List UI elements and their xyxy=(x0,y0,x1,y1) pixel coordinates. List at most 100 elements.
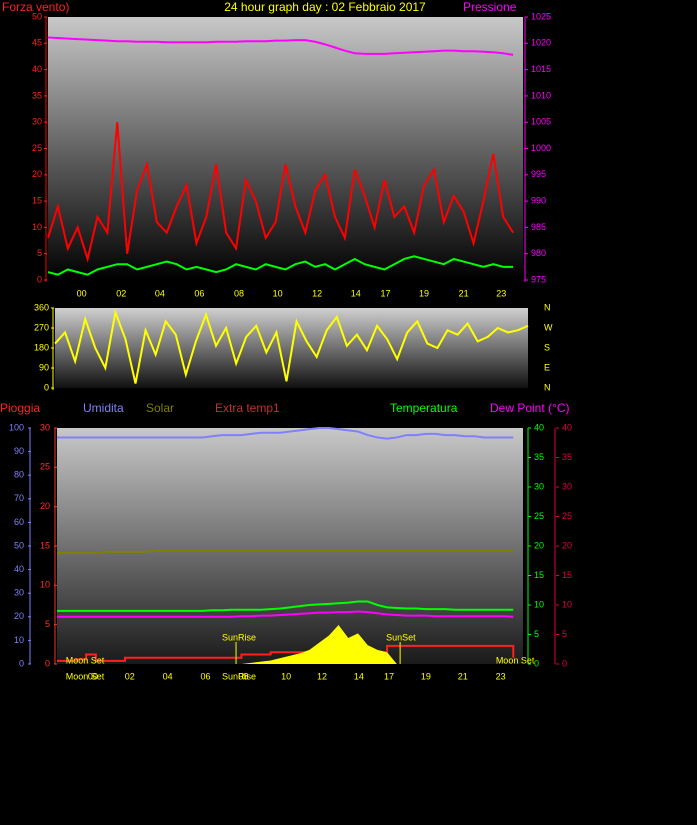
x-tick-label: 12 xyxy=(312,288,322,298)
x-tick-label: 00 xyxy=(77,288,87,298)
y2-tick-label: 1025 xyxy=(531,11,551,21)
y-tick-label: 5 xyxy=(534,629,539,639)
x-tick-label: 04 xyxy=(163,671,173,681)
x-tick-label: 02 xyxy=(125,671,135,681)
y2-axis-title: Pressione xyxy=(463,0,517,14)
y-tick-label: 20 xyxy=(534,540,544,550)
x-tick-label: 10 xyxy=(273,288,283,298)
x-tick-label: 14 xyxy=(354,671,364,681)
line xyxy=(57,600,514,612)
x-tick-label: 19 xyxy=(419,288,429,298)
x-tick-label: 06 xyxy=(194,288,204,298)
x-tick-label: 00 xyxy=(88,671,98,681)
y2-tick-label: 1020 xyxy=(531,38,551,48)
x-tick-label: 14 xyxy=(351,288,361,298)
legend-entry: Umidita xyxy=(83,401,124,415)
y2-tick-label: 1000 xyxy=(531,143,551,153)
y-tick-label: 15 xyxy=(40,540,50,550)
y2-tick-label: 995 xyxy=(531,169,546,179)
annotation: SunSet xyxy=(386,632,416,642)
y-tick-label: 30 xyxy=(40,422,50,432)
y-tick-label: 40 xyxy=(534,422,544,432)
y-tick-label: 10 xyxy=(562,599,572,609)
y-tick-label: 25 xyxy=(32,143,42,153)
y-tick-label: 10 xyxy=(534,599,544,609)
y-tick-label: 90 xyxy=(39,362,49,372)
x-tick-label: 17 xyxy=(380,288,390,298)
annotation: SunRise xyxy=(222,632,256,642)
y-tick-label: 20 xyxy=(14,611,24,621)
legend-entry: Extra temp1 xyxy=(215,401,280,415)
y-tick-label: 15 xyxy=(562,570,572,580)
y-tick-label: 0 xyxy=(562,658,567,668)
line xyxy=(47,255,514,276)
y2-tick-label: S xyxy=(544,342,550,352)
y-tick-label: 20 xyxy=(562,540,572,550)
y-tick-label: 10 xyxy=(32,222,42,232)
y2-tick-label: E xyxy=(544,362,550,372)
line xyxy=(57,427,514,440)
line xyxy=(57,610,514,618)
y-tick-label: 70 xyxy=(14,493,24,503)
chart-title: 24 hour graph day : 02 Febbraio 2017 xyxy=(224,0,426,14)
y-tick-label: 0 xyxy=(37,274,42,284)
x-tick-label: 21 xyxy=(458,671,468,681)
plot-area xyxy=(48,17,523,280)
y-tick-label: 10 xyxy=(40,580,50,590)
y-tick-label: 35 xyxy=(32,90,42,100)
x-tick-label: 19 xyxy=(421,671,431,681)
y-tick-label: 60 xyxy=(14,517,24,527)
y-tick-label: 5 xyxy=(37,248,42,258)
y-tick-label: 0 xyxy=(534,658,539,668)
y-tick-label: 10 xyxy=(14,635,24,645)
line xyxy=(54,308,529,384)
y-tick-label: 25 xyxy=(534,511,544,521)
line xyxy=(57,549,514,555)
y-tick-label: 90 xyxy=(14,446,24,456)
legend-entry: Solar xyxy=(146,401,174,415)
y2-tick-label: N xyxy=(544,382,551,392)
y-tick-label: 0 xyxy=(19,658,24,668)
x-tick-label: 21 xyxy=(459,288,469,298)
annotation: Moon Set xyxy=(66,655,105,665)
plot-area xyxy=(57,428,523,664)
y-tick-label: 50 xyxy=(32,11,42,21)
y-tick-label: 15 xyxy=(32,195,42,205)
line xyxy=(47,36,514,56)
y-tick-label: 30 xyxy=(14,588,24,598)
y2-tick-label: 1010 xyxy=(531,90,551,100)
x-tick-label: 10 xyxy=(281,671,291,681)
x-tick-label: 08 xyxy=(234,288,244,298)
y-tick-label: 5 xyxy=(45,619,50,629)
y-tick-label: 50 xyxy=(14,540,24,550)
y-tick-label: 25 xyxy=(40,462,50,472)
x-tick-label: 06 xyxy=(201,671,211,681)
y-tick-label: 15 xyxy=(534,570,544,580)
y2-tick-label: W xyxy=(544,322,553,332)
y-tick-label: 45 xyxy=(32,38,42,48)
y-tick-label: 20 xyxy=(32,169,42,179)
x-tick-label: 12 xyxy=(317,671,327,681)
y-tick-label: 180 xyxy=(34,342,49,352)
x-tick-label: 23 xyxy=(496,671,506,681)
line xyxy=(47,122,514,263)
y-tick-label: 270 xyxy=(34,322,49,332)
legend-entry: Dew Point (°C) xyxy=(490,401,569,415)
y-tick-label: 40 xyxy=(562,422,572,432)
y-tick-label: 80 xyxy=(14,470,24,480)
y2-tick-label: 1015 xyxy=(531,64,551,74)
y-tick-label: 0 xyxy=(45,658,50,668)
x-tick-label: 04 xyxy=(155,288,165,298)
legend-entry: Pioggia xyxy=(0,401,40,415)
x-tick-label: 02 xyxy=(116,288,126,298)
y2-tick-label: 975 xyxy=(531,274,546,284)
y-tick-label: 0 xyxy=(44,382,49,392)
y-tick-label: 30 xyxy=(534,481,544,491)
x-tick-label: 23 xyxy=(496,288,506,298)
y2-tick-label: 990 xyxy=(531,195,546,205)
y-tick-label: 20 xyxy=(40,501,50,511)
y2-tick-label: N xyxy=(544,302,551,312)
y2-tick-label: 1005 xyxy=(531,117,551,127)
y-tick-label: 40 xyxy=(32,64,42,74)
